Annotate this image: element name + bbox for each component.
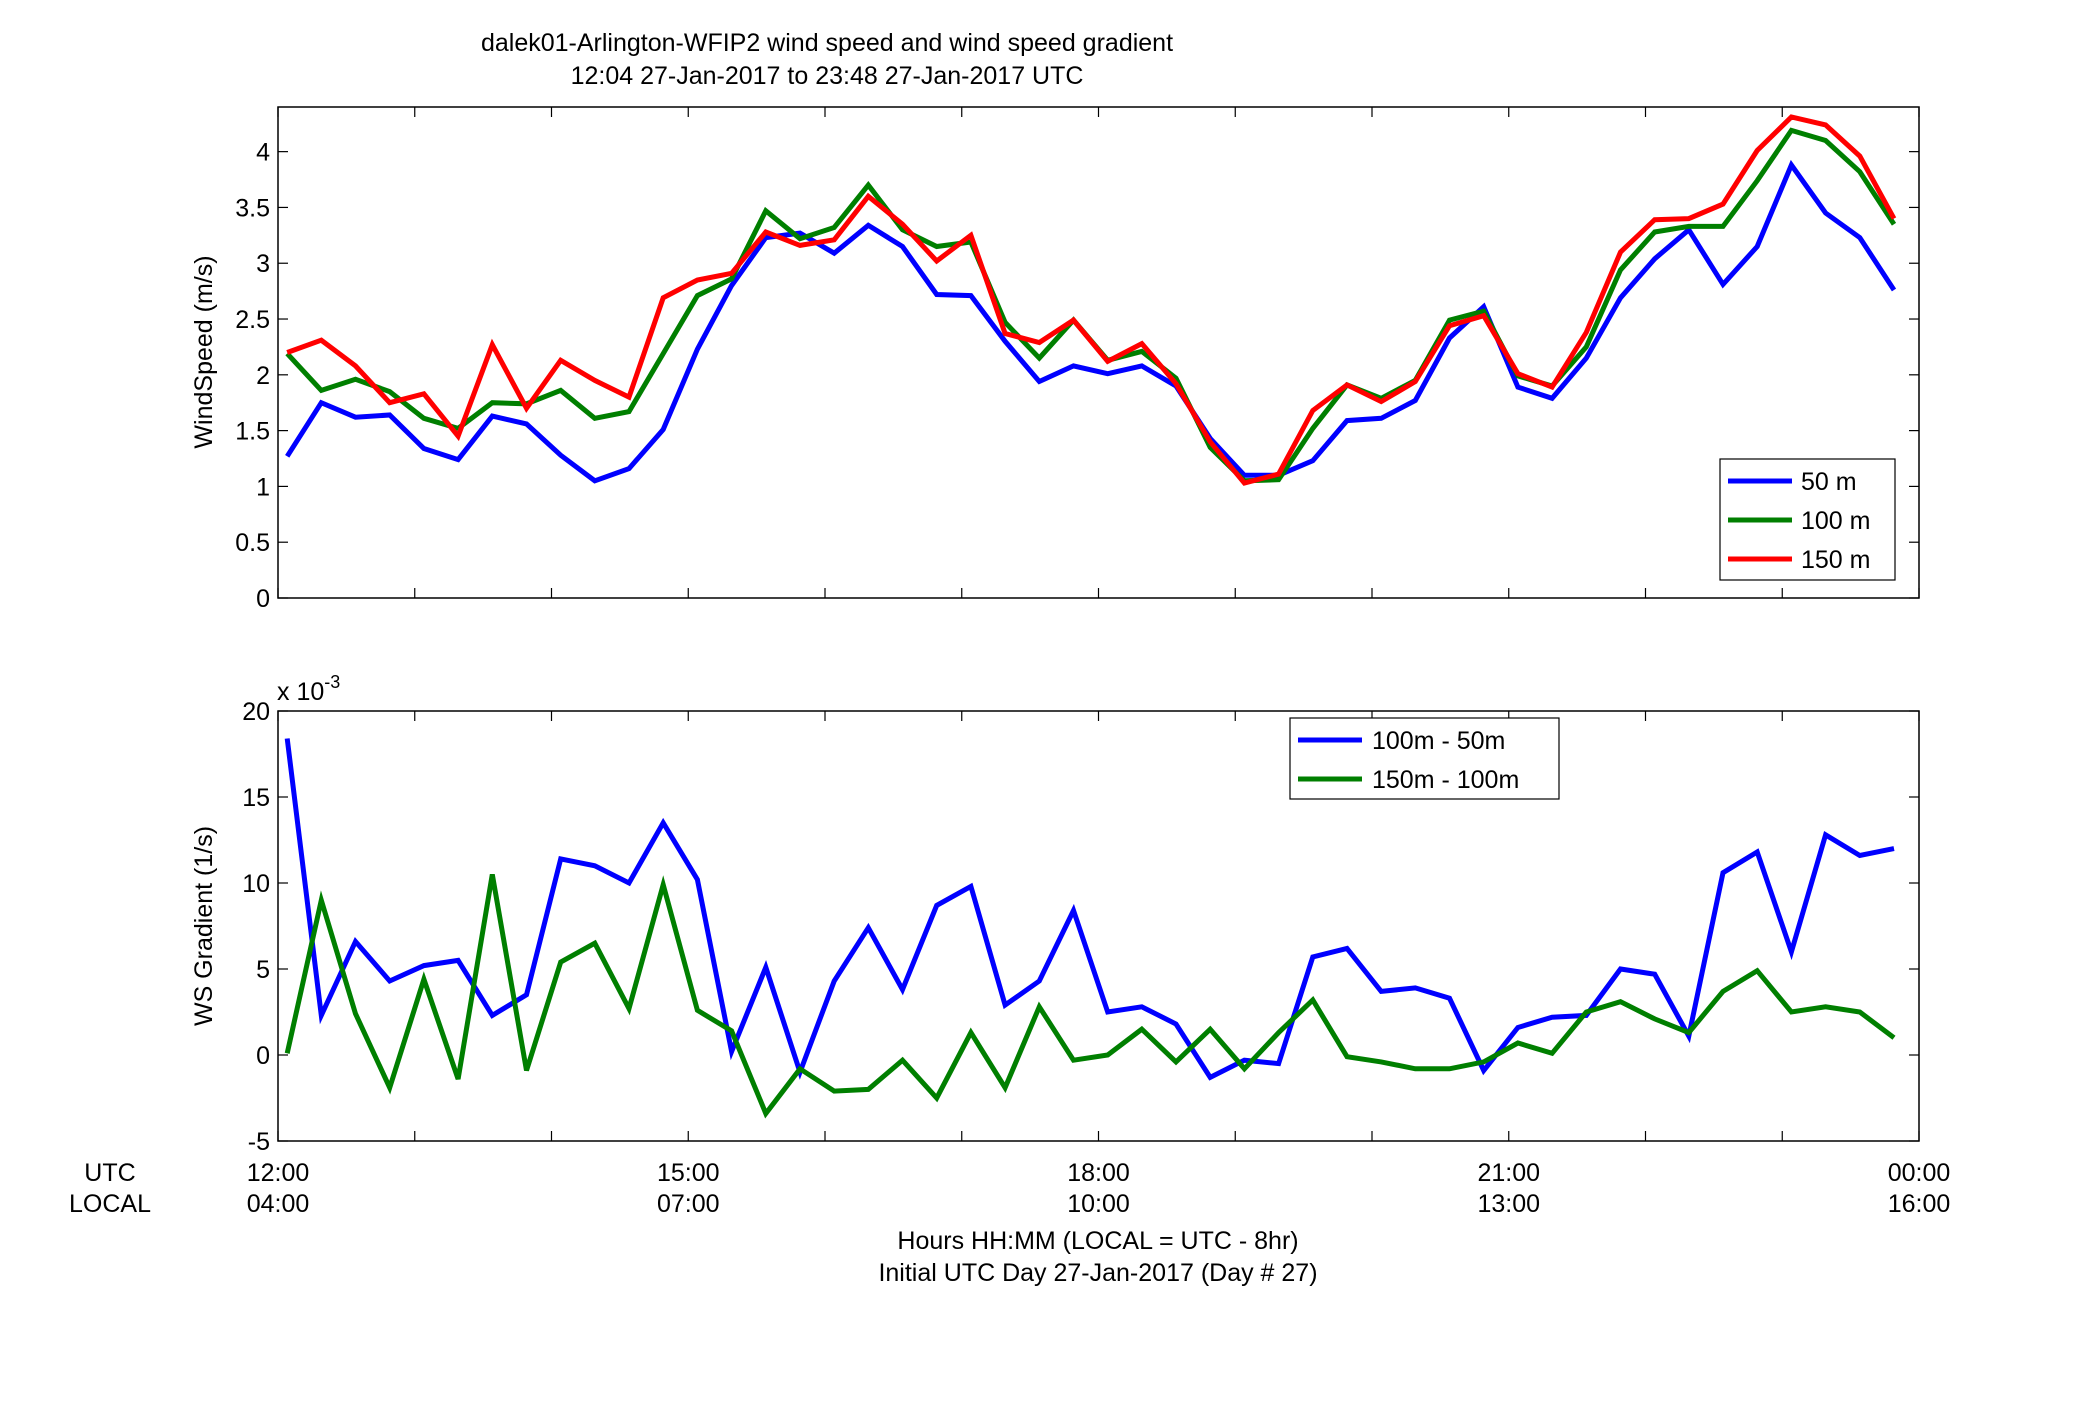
bottom-series-100m-50m — [284, 738, 1895, 1081]
xtick-label-utc: 18:00 — [1067, 1159, 1130, 1187]
top-ytick-label: 2.5 — [235, 306, 270, 334]
top-ytick-label: 3 — [256, 250, 270, 278]
xtick-label-local: 04:00 — [247, 1190, 310, 1218]
x-tick-labels: 12:00 04:00 15:00 07:00 18:00 10:00 21:00 13:00… — [247, 1159, 1951, 1218]
xtick-label-local: 13:00 — [1477, 1190, 1540, 1218]
top-legend: 50 m 100 m 150 m — [1719, 458, 1896, 581]
top-ytick-label: 0 — [256, 585, 270, 613]
chart-title-line2: 12:04 27-Jan-2017 to 23:48 27-Jan-2017 U… — [571, 62, 1084, 90]
bottom-series-group — [284, 738, 1896, 1119]
utc-row-label: UTC — [84, 1159, 135, 1187]
xtick-label-utc: 15:00 — [657, 1159, 720, 1187]
top-series-150-m — [286, 114, 1897, 486]
xtick-label-utc: 12:00 — [247, 1159, 310, 1187]
y-exponent-base: x 10 — [277, 678, 324, 706]
top-panel: WindSpeed (m/s) 0 0.5 1 1.5 2 2.5 3 3.5 4 50 m 1… — [190, 106, 1920, 613]
y-exponent-label: x 10-3 — [277, 672, 340, 706]
bottom-x-ticks — [277, 711, 1920, 1141]
legend-100m-label: 100 m — [1801, 507, 1870, 535]
xlabel-line1: Hours HH:MM (LOCAL = UTC - 8hr) — [897, 1227, 1298, 1255]
legend-150m-label: 150 m — [1801, 546, 1870, 574]
bottom-panel: WS Gradient (1/s) x 10-3 -5 0 5 10 15 20 100m… — [190, 672, 1920, 1156]
bottom-ytick-label: 5 — [256, 956, 270, 984]
top-ytick-label: 1 — [256, 473, 270, 501]
top-series-group — [285, 114, 1897, 486]
top-series-50-m — [285, 159, 1897, 484]
bottom-series-150m-100m — [284, 873, 1896, 1119]
local-row-label: LOCAL — [69, 1190, 151, 1218]
xtick-label-local: 16:00 — [1888, 1190, 1951, 1218]
top-x-ticks — [277, 107, 1920, 598]
bottom-ytick-label: 10 — [242, 870, 270, 898]
top-y-ticks: 0 0.5 1 1.5 2 2.5 3 3.5 4 — [235, 139, 1919, 613]
xlabel-line2: Initial UTC Day 27-Jan-2017 (Day # 27) — [878, 1259, 1317, 1287]
chart-title-line1: dalek01-Arlington-WFIP2 wind speed and w… — [481, 29, 1173, 57]
bottom-plot-area — [277, 710, 1920, 1142]
bottom-y-ticks: -5 0 5 10 15 20 — [242, 698, 1919, 1156]
top-ytick-label: 0.5 — [235, 529, 270, 557]
top-ylabel: WindSpeed (m/s) — [190, 255, 218, 448]
xtick-label-utc: 00:00 — [1888, 1159, 1951, 1187]
bottom-ytick-label: 0 — [256, 1042, 270, 1070]
top-ytick-label: 3.5 — [235, 194, 270, 222]
y-exponent-power: -3 — [324, 672, 340, 692]
legend-150m-100m-label: 150m - 100m — [1372, 766, 1519, 794]
top-ytick-label: 1.5 — [235, 418, 270, 446]
bottom-ytick-label: 20 — [242, 698, 270, 726]
top-ytick-label: 4 — [256, 139, 270, 167]
legend-100m-50m-label: 100m - 50m — [1372, 727, 1505, 755]
bottom-ytick-label: -5 — [248, 1128, 270, 1156]
xtick-label-local: 10:00 — [1067, 1190, 1130, 1218]
xtick-label-utc: 21:00 — [1477, 1159, 1540, 1187]
bottom-ytick-label: 15 — [242, 784, 270, 812]
legend-50m-label: 50 m — [1801, 468, 1857, 496]
bottom-ylabel: WS Gradient (1/s) — [190, 826, 218, 1026]
xtick-label-local: 07:00 — [657, 1190, 720, 1218]
bottom-legend-box — [1289, 717, 1560, 800]
top-ytick-label: 2 — [256, 362, 270, 390]
bottom-legend: 100m - 50m 150m - 100m — [1289, 717, 1560, 800]
